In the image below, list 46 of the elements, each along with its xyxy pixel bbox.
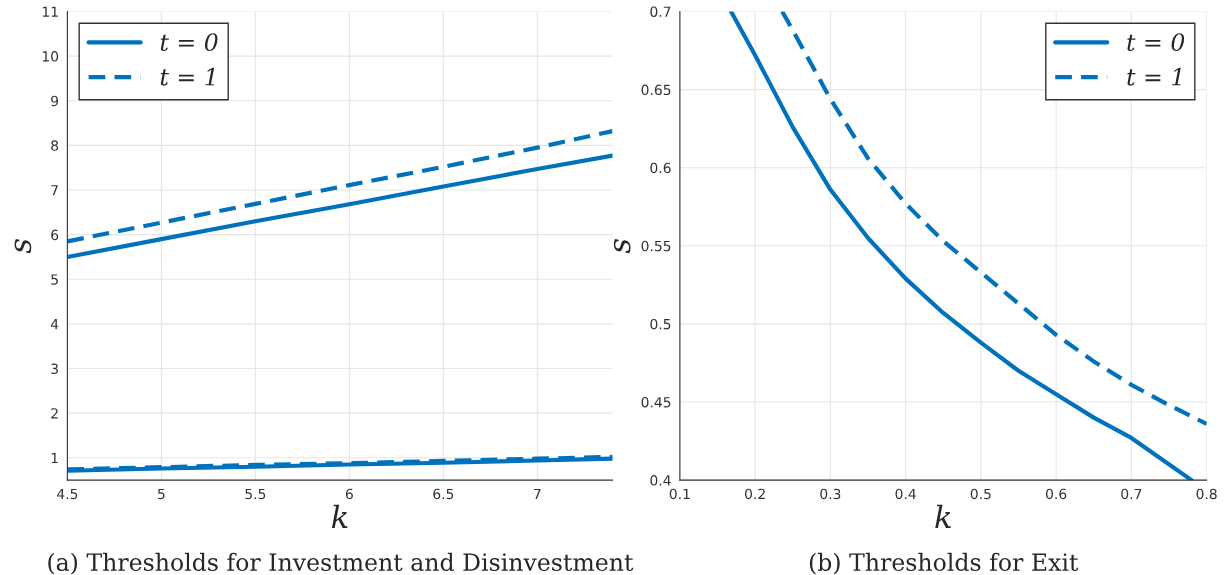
y-tick-label: 6 bbox=[51, 229, 59, 241]
y-tick-label: 10 bbox=[42, 51, 59, 62]
x-tick-label: 4.5 bbox=[57, 488, 78, 500]
x-tick-label: 5.5 bbox=[245, 488, 266, 500]
line-series bbox=[780, 11, 1207, 426]
x-tick-label: 6.5 bbox=[433, 488, 454, 500]
y-tick-label: 5 bbox=[51, 274, 58, 285]
x-tick-label: 5 bbox=[158, 488, 165, 500]
legend-label: t = 1 bbox=[160, 67, 215, 86]
x-axis-title: k bbox=[331, 504, 348, 528]
y-tick-label: 1 bbox=[51, 452, 58, 464]
x-tick-label: 0.3 bbox=[820, 488, 841, 500]
x-tick-label: 0.4 bbox=[895, 488, 916, 500]
line-series bbox=[67, 129, 613, 244]
x-tick-label: 6 bbox=[345, 488, 353, 500]
x-tick-label: 0.2 bbox=[745, 488, 765, 500]
y-tick-label: 0.55 bbox=[641, 240, 671, 252]
y-axis-title: s bbox=[14, 239, 32, 254]
y-axis-title: s bbox=[613, 239, 631, 254]
y-tick-label: 0.5 bbox=[650, 318, 671, 330]
x-axis-title: k bbox=[935, 504, 951, 528]
y-tick-label: 0.45 bbox=[641, 396, 671, 408]
y-tick-label: 0.7 bbox=[650, 6, 671, 17]
x-tick-label: 0.5 bbox=[970, 488, 991, 500]
legend-label: t = 0 bbox=[1127, 33, 1185, 52]
x-tick-label: 7 bbox=[534, 488, 541, 500]
line-series bbox=[67, 153, 613, 260]
y-tick-label: 8 bbox=[51, 140, 59, 151]
y-tick-label: 7 bbox=[51, 185, 58, 196]
y-tick-label: 3 bbox=[51, 363, 58, 375]
y-tick-label: 2 bbox=[51, 408, 58, 419]
y-tick-label: 0.4 bbox=[650, 475, 671, 486]
x-tick-label: 0.6 bbox=[1046, 488, 1067, 500]
text: (a) Thresholds for Investment and Disinvestment bbox=[48, 552, 634, 575]
legend-label: t = 1 bbox=[1127, 67, 1181, 86]
text: (b) Thresholds for Exit bbox=[809, 552, 1079, 575]
y-tick-label: 11 bbox=[42, 6, 58, 17]
legend-label: t = 0 bbox=[160, 33, 218, 52]
x-tick-label: 0.1 bbox=[669, 488, 690, 500]
y-tick-label: 0.65 bbox=[641, 84, 671, 96]
x-tick-label: 0.8 bbox=[1196, 488, 1217, 500]
line-series bbox=[728, 11, 1194, 481]
y-tick-label: 4 bbox=[50, 319, 59, 330]
x-tick-label: 0.7 bbox=[1121, 488, 1142, 500]
y-tick-label: 0.6 bbox=[650, 162, 671, 174]
y-tick-label: 9 bbox=[51, 95, 59, 107]
